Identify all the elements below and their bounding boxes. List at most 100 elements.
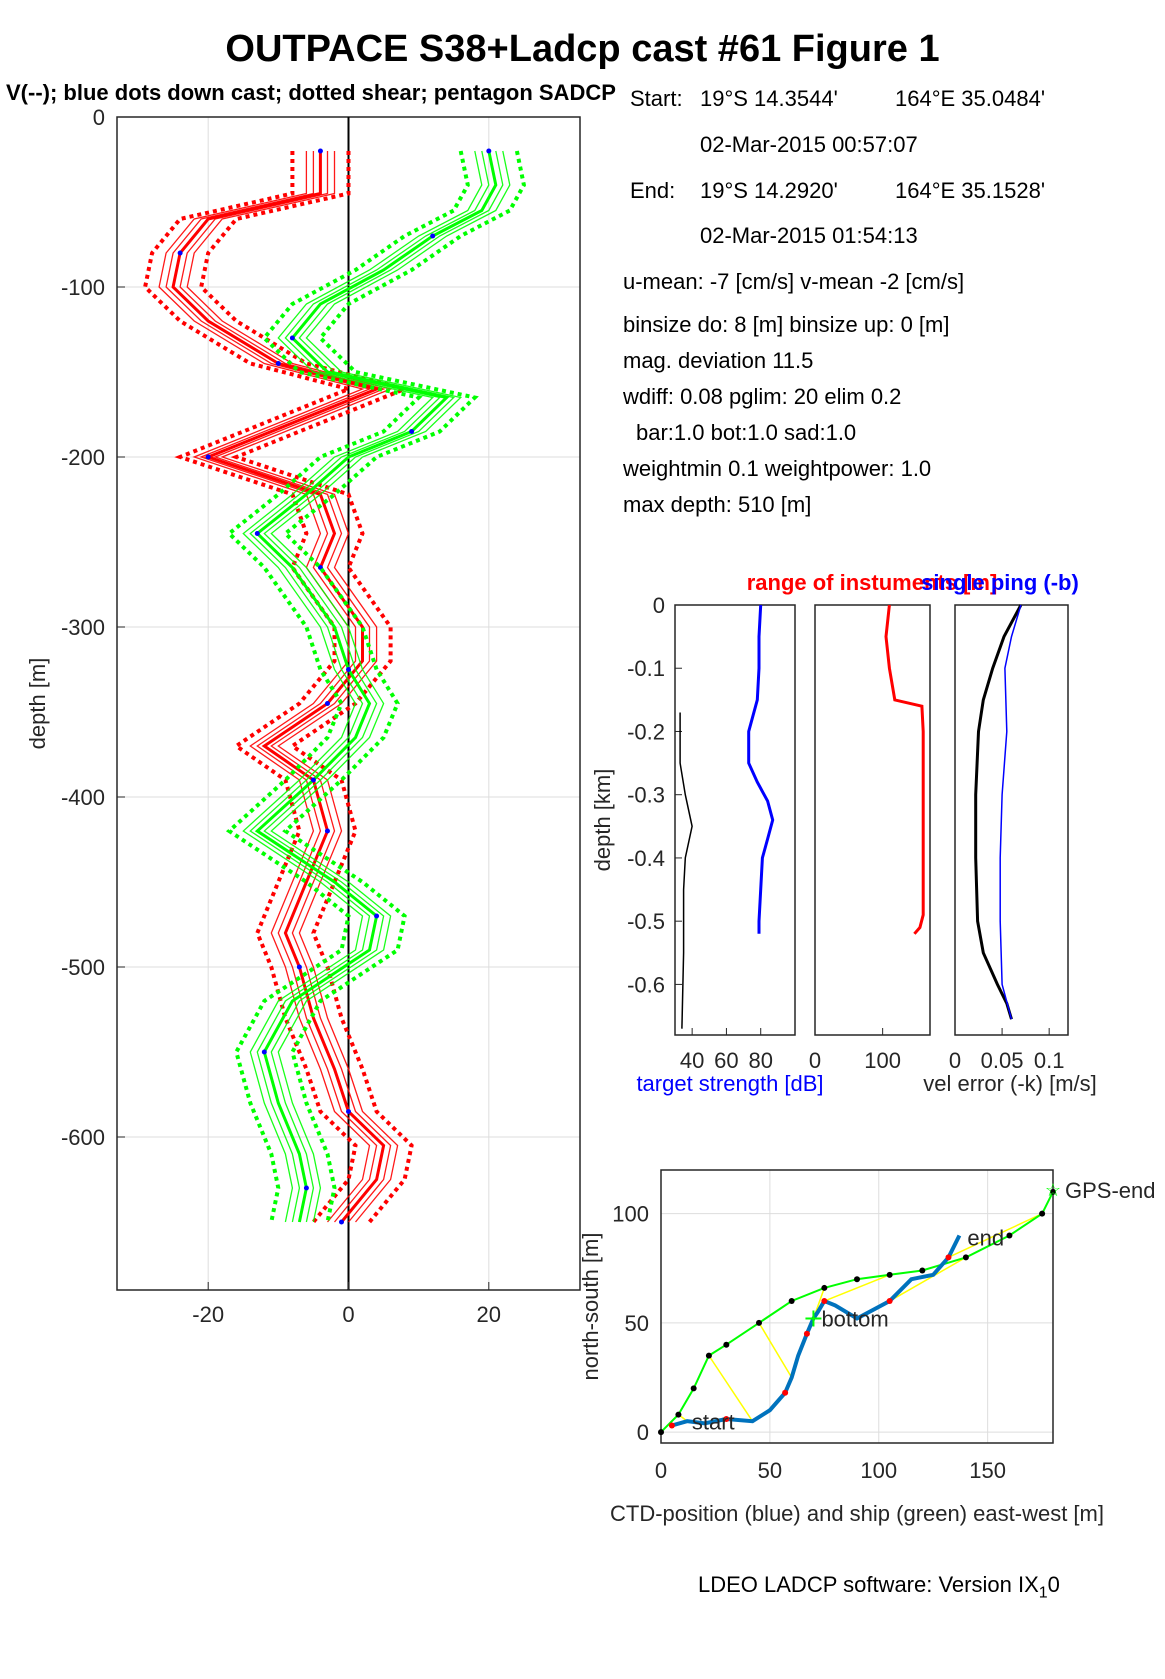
vel-series-green-mean xyxy=(254,150,498,1223)
end-label: end xyxy=(967,1226,1004,1251)
gps-end-label: GPS-end xyxy=(1065,1178,1156,1203)
ctd-position-dot xyxy=(723,1415,730,1422)
ship-position-dot xyxy=(788,1298,795,1305)
position-axes-box xyxy=(660,1169,1054,1444)
target-strength-ylabel: depth [km] xyxy=(590,769,615,872)
start-label: Start: xyxy=(630,86,683,111)
instrument-range-series-red xyxy=(884,604,925,935)
instrument-range-xtick-label: 0 xyxy=(809,1048,821,1073)
position-ytick-label: 100 xyxy=(612,1202,649,1227)
ship-position-dot xyxy=(705,1352,712,1359)
vel-series-red-trace xyxy=(158,151,371,1223)
vel-xtick-label: -20 xyxy=(192,1302,224,1327)
ship-position-dot xyxy=(1006,1232,1013,1239)
ship-position-dot xyxy=(658,1429,664,1436)
end-lon: 164°E 35.1528' xyxy=(895,178,1046,203)
bar-line: bar:1.0 bot:1.0 sad:1.0 xyxy=(636,420,857,445)
position-xtick-label: 0 xyxy=(655,1458,667,1483)
position-xtick-label: 150 xyxy=(969,1458,1006,1483)
vel-downcast-dot xyxy=(486,148,492,154)
vel-downcast-dot xyxy=(177,250,183,256)
ctd-position-dot xyxy=(668,1422,675,1429)
vel-ytick-label: -600 xyxy=(61,1125,105,1150)
vel-downcast-dot xyxy=(324,828,330,834)
ship-position-dot xyxy=(821,1284,828,1291)
vel-series-green-trace xyxy=(270,150,511,1223)
target-strength-ytick-label: -0.3 xyxy=(627,783,665,808)
position-xtick-label: 100 xyxy=(860,1458,897,1483)
weight-line: weightmin 0.1 weightpower: 1.0 xyxy=(623,456,932,481)
position-ytick-label: 0 xyxy=(637,1420,649,1445)
vel-error-series-black xyxy=(974,604,1023,1020)
end-label: End: xyxy=(630,178,676,203)
vel-downcast-dot xyxy=(317,148,323,154)
target-strength-xlabel: target strength [dB] xyxy=(636,1071,823,1096)
vel-downcast-dot xyxy=(303,1185,309,1191)
ship-position-dot xyxy=(886,1271,893,1278)
ctd-position-dot xyxy=(945,1254,952,1261)
vel-downcast-dot xyxy=(296,964,302,970)
footer-text: LDEO LADCP software: Version IX xyxy=(698,1572,1039,1597)
ctd-position-dot xyxy=(803,1330,810,1337)
start-lon: 164°E 35.0484' xyxy=(895,86,1046,111)
start-time: 02-Mar-2015 00:57:07 xyxy=(700,132,918,157)
vel-ytick-label: 0 xyxy=(93,105,105,130)
vel-downcast-dot xyxy=(324,701,330,706)
target-strength-xtick-label: 40 xyxy=(680,1048,704,1073)
bottom-marker xyxy=(805,1310,822,1327)
position-link-line xyxy=(708,1355,754,1422)
ctd-position-dot xyxy=(886,1298,893,1305)
ctd-position-dot xyxy=(821,1298,828,1305)
vel-series-green-trace xyxy=(242,150,483,1223)
target-strength-series-blue xyxy=(747,604,775,934)
vel-xtick-label: 20 xyxy=(477,1302,501,1327)
vel-series-red-trace xyxy=(186,151,399,1223)
instrument-range-axes-box xyxy=(814,604,931,1036)
ctd-position-dot xyxy=(782,1389,789,1396)
target-strength-xtick-label: 60 xyxy=(714,1048,738,1073)
vel-ytick-label: -400 xyxy=(61,785,105,810)
vel-series-green-trace xyxy=(256,150,497,1223)
target-strength-ytick-label: 0 xyxy=(653,593,665,618)
position-link-line xyxy=(758,1322,793,1378)
vel-ylabel: depth [m] xyxy=(25,658,50,750)
vel-downcast-dot xyxy=(275,361,281,366)
target-strength-axes-box xyxy=(674,604,796,1036)
vel-downcast-dot xyxy=(374,913,380,919)
vel-error-axes-box xyxy=(954,604,1069,1036)
target-strength-ytick-label: -0.2 xyxy=(627,719,665,744)
vel-downcast-dot xyxy=(346,1109,351,1114)
vel-series-green-trace xyxy=(263,150,504,1223)
ctd-track xyxy=(671,1234,962,1428)
start-lat: 19°S 14.3544' xyxy=(700,86,838,111)
vel-ytick-label: -500 xyxy=(61,955,105,980)
vel-error-series-blue xyxy=(999,604,1022,1020)
target-strength-ytick-label: -0.1 xyxy=(627,656,665,681)
position-xtick-label: 50 xyxy=(758,1458,782,1483)
position-link-line xyxy=(948,1213,1043,1259)
vel-ytick-label: -200 xyxy=(61,445,105,470)
ship-position-dot xyxy=(675,1411,682,1418)
position-xlabel: CTD-position (blue) and ship (green) eas… xyxy=(610,1501,1104,1526)
vel-downcast-dot xyxy=(430,233,436,239)
target-strength-ytick-label: -0.5 xyxy=(627,909,665,934)
magdev-line: mag. deviation 11.5 xyxy=(623,348,814,373)
footer-subscript: 1 xyxy=(1038,1584,1048,1602)
software-version: LDEO LADCP software: Version IX10 xyxy=(698,1572,1060,1602)
vel-downcast-dot xyxy=(310,777,316,783)
vel-ytick-label: -100 xyxy=(61,275,105,300)
position-link-line xyxy=(889,1256,967,1302)
end-time: 02-Mar-2015 01:54:13 xyxy=(700,223,918,248)
position-ylabel: north-south [m] xyxy=(578,1233,603,1381)
target-strength-series-black xyxy=(679,712,693,1029)
vel-downcast-dot xyxy=(409,429,415,434)
vel-downcast-dot xyxy=(205,454,211,460)
instrument-range-xtick-label: 100 xyxy=(864,1048,901,1073)
ship-position-dot xyxy=(919,1267,926,1274)
figure-subtitle: V(--); blue dots down cast; dotted shear… xyxy=(6,80,616,105)
vel-downcast-dot xyxy=(261,1049,267,1055)
instrument-range-title: range of instuments [m] xyxy=(747,570,998,595)
bottom-label: bottom xyxy=(821,1307,888,1332)
target-strength-ytick-label: -0.4 xyxy=(627,846,665,871)
